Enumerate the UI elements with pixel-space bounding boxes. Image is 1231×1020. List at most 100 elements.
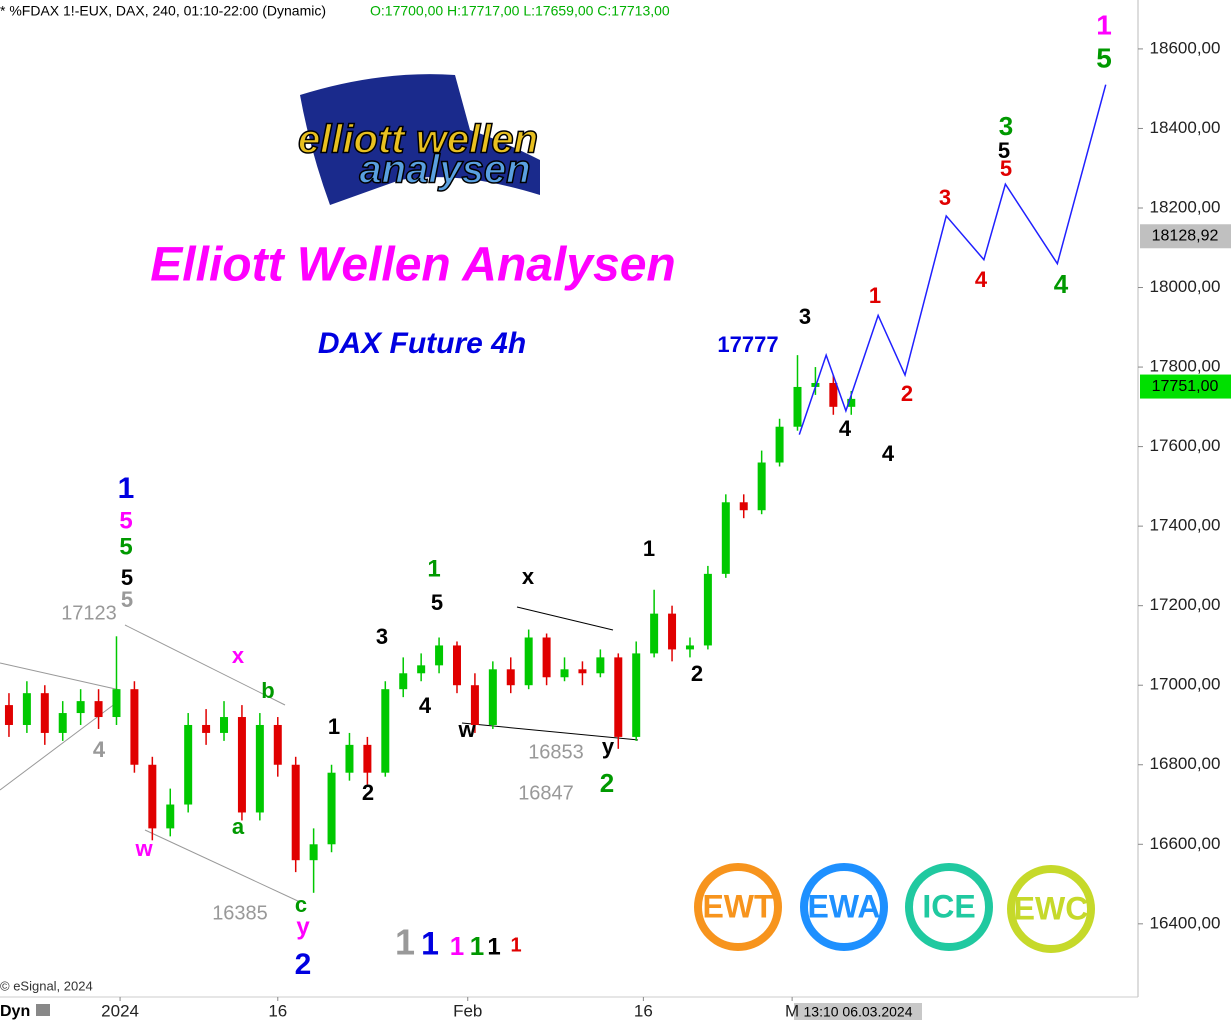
- candle-body: [614, 657, 623, 737]
- candle-body: [829, 382, 838, 407]
- logo-text: elliott wellen: [298, 118, 538, 162]
- badge-text: ICE: [922, 888, 975, 924]
- candle-body: [775, 426, 784, 463]
- badge-text: EWC: [1014, 890, 1089, 926]
- candle-body: [130, 689, 139, 765]
- candle-body: [739, 502, 748, 511]
- candle-body: [58, 713, 67, 733]
- candle-body: [452, 645, 461, 686]
- candle-body: [184, 724, 193, 805]
- candle-body: [112, 689, 121, 718]
- candle-body: [4, 705, 13, 725]
- wave-label: a: [232, 814, 245, 839]
- cursor-label: 13:10 06.03.2024: [804, 1004, 913, 1020]
- wave-label: 17123: [61, 602, 117, 624]
- x-tick-label: M: [785, 1001, 799, 1020]
- candle-body: [291, 764, 300, 861]
- candle-body: [435, 645, 444, 666]
- wave-label: 4: [882, 441, 895, 466]
- trend-line: [144, 829, 301, 903]
- wave-label: 5: [121, 565, 133, 590]
- candle-body: [202, 724, 211, 733]
- wave-label: 2: [600, 768, 614, 798]
- candle-body: [578, 669, 587, 674]
- wave-label: 1: [450, 931, 464, 961]
- wave-label: x: [232, 643, 245, 668]
- wave-label: y: [602, 734, 615, 759]
- projection-line: [798, 84, 1107, 435]
- y-tick-label: 17000,00: [1150, 675, 1221, 694]
- badge: [694, 863, 782, 951]
- price-marker-label: 18128,92: [1152, 227, 1219, 244]
- y-tick-label: 16600,00: [1150, 834, 1221, 853]
- logo: elliott wellen analysen: [297, 74, 540, 205]
- candle-body: [22, 693, 31, 725]
- logo-text: analysen: [359, 148, 530, 192]
- candle-body: [40, 693, 49, 733]
- logo-flag: [300, 74, 540, 205]
- wave-label: 17777: [717, 332, 778, 357]
- candle-body: [668, 613, 677, 650]
- candle-body: [542, 637, 551, 678]
- wave-label: 16385: [212, 902, 268, 924]
- wave-label: 4: [419, 693, 432, 718]
- x-tick-label: Feb: [453, 1001, 482, 1020]
- price-marker: [1140, 224, 1231, 249]
- candle-body: [148, 764, 157, 829]
- wave-label: 5: [1000, 156, 1012, 181]
- candle-body: [847, 398, 856, 407]
- x-tick-label: 2024: [101, 1001, 139, 1020]
- candle-body: [76, 701, 85, 714]
- wave-label: y: [296, 913, 310, 940]
- candle-body: [685, 645, 694, 650]
- wave-label: 5: [121, 587, 133, 612]
- wave-label: 3: [799, 304, 811, 329]
- wave-label: w: [134, 836, 153, 861]
- y-tick-label: 18600,00: [1150, 38, 1221, 57]
- badges: EWT EWA ICE EWC: [694, 863, 1095, 953]
- candle-body: [255, 724, 264, 813]
- wave-label: 5: [119, 507, 132, 534]
- candle-body: [596, 657, 605, 674]
- candle-body: [345, 744, 354, 773]
- wave-label: 1: [118, 472, 135, 505]
- mode-label: Dyn: [0, 1003, 30, 1020]
- wave-label: 1: [427, 555, 440, 582]
- candle-body: [632, 653, 641, 737]
- y-tick-label: 16400,00: [1150, 913, 1221, 932]
- y-tick-label: 17800,00: [1150, 357, 1221, 376]
- wave-label: 1: [869, 283, 881, 308]
- candle-body: [94, 701, 103, 718]
- candle-body: [721, 502, 730, 574]
- wave-label: 3: [999, 111, 1013, 141]
- trend-line: [124, 624, 286, 706]
- wave-label: 2: [901, 381, 913, 406]
- wave-label: 3: [939, 185, 951, 210]
- y-tick-label: 17600,00: [1150, 436, 1221, 455]
- price-marker-label: 17751,00: [1152, 378, 1219, 395]
- wave-label: 4: [93, 737, 106, 762]
- candle-body: [237, 717, 246, 813]
- copyright: © eSignal, 2024: [0, 978, 93, 993]
- badge: [800, 863, 888, 951]
- candle-body: [470, 685, 479, 725]
- x-tick-label: 16: [634, 1001, 653, 1020]
- trend-line: [516, 606, 614, 631]
- candle-body: [524, 637, 533, 686]
- wave-label: b: [261, 678, 274, 703]
- cursor-label-box: [794, 1003, 922, 1020]
- wave-label: 4: [1054, 269, 1069, 299]
- wave-label: 2: [295, 948, 312, 981]
- wave-label: 16847: [518, 782, 574, 804]
- wave-label: 1: [510, 934, 521, 956]
- candle-body: [757, 462, 766, 511]
- wave-label: 1: [470, 931, 484, 961]
- y-tick-label: 17200,00: [1150, 595, 1221, 614]
- badge-text: EWA: [808, 888, 881, 924]
- candle-body: [381, 689, 390, 773]
- wave-label: 2: [362, 780, 374, 805]
- candle-body: [506, 669, 515, 686]
- candle-body: [220, 717, 229, 733]
- wave-label: 5: [119, 533, 132, 560]
